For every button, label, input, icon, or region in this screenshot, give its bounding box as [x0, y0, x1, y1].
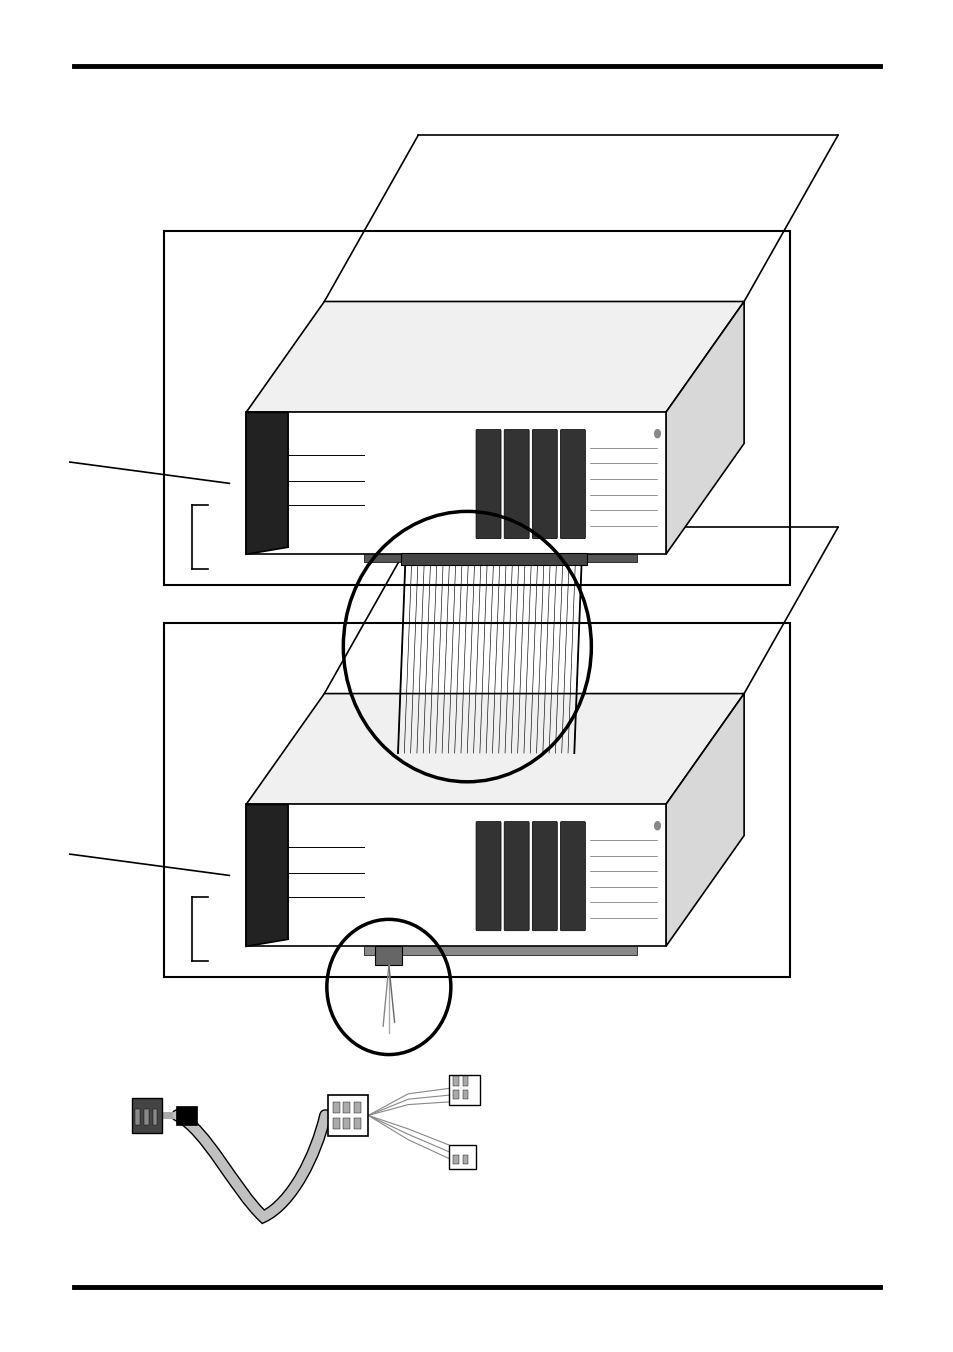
Polygon shape [246, 412, 665, 554]
FancyBboxPatch shape [559, 430, 585, 538]
Bar [449, 1145, 476, 1169]
FancyBboxPatch shape [476, 430, 500, 538]
Bar [462, 1090, 468, 1099]
FancyBboxPatch shape [532, 430, 557, 538]
Bar [453, 1155, 458, 1164]
Bar [164, 231, 789, 585]
Bar [363, 946, 636, 955]
Bar [363, 554, 636, 562]
FancyBboxPatch shape [559, 822, 585, 930]
Bar [175, 1106, 196, 1125]
Bar [354, 1118, 360, 1129]
Bar [333, 1102, 339, 1113]
Polygon shape [246, 694, 743, 804]
Bar [375, 946, 402, 965]
Bar [453, 1076, 458, 1086]
Bar [328, 1095, 368, 1136]
Polygon shape [665, 301, 743, 554]
Bar [144, 1109, 149, 1125]
FancyBboxPatch shape [503, 822, 529, 930]
Circle shape [654, 430, 659, 438]
Bar [132, 1098, 162, 1133]
Polygon shape [246, 301, 743, 412]
Bar [164, 623, 789, 977]
Polygon shape [246, 804, 288, 946]
Bar [453, 1090, 458, 1099]
FancyBboxPatch shape [532, 822, 557, 930]
Circle shape [267, 830, 274, 841]
FancyBboxPatch shape [503, 430, 529, 538]
Polygon shape [665, 694, 743, 946]
Bar [152, 1109, 157, 1125]
Polygon shape [246, 804, 665, 946]
Bar [449, 1075, 479, 1105]
Circle shape [654, 822, 659, 830]
Bar [400, 553, 586, 565]
Bar [462, 1076, 468, 1086]
Bar [462, 1155, 468, 1164]
Circle shape [267, 438, 274, 449]
Bar [343, 1102, 350, 1113]
FancyBboxPatch shape [476, 822, 500, 930]
Bar [135, 1109, 140, 1125]
Bar [343, 1118, 350, 1129]
Polygon shape [246, 412, 288, 554]
Bar [354, 1102, 360, 1113]
Bar [333, 1118, 339, 1129]
